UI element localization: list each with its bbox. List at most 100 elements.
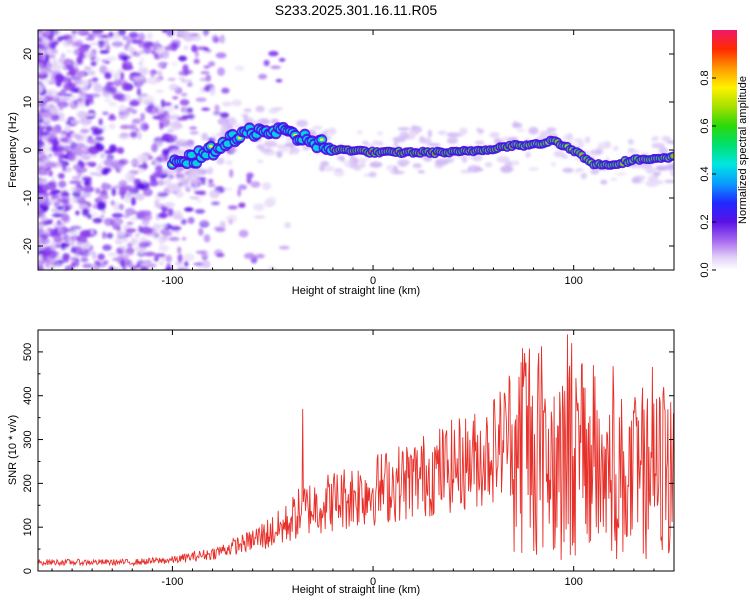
noise-speck [110,200,115,206]
noise-speck [135,182,146,190]
noise-speck [106,81,114,86]
spec-ytick-label: -20 [22,238,34,254]
noise-speck [81,208,90,217]
noise-speck [99,152,106,159]
noise-speck [51,213,64,218]
halo-speck [312,125,323,130]
noise-speck [80,257,89,263]
noise-speck [125,207,136,216]
noise-speck [38,180,48,185]
noise-speck [182,64,189,72]
ridge-core [671,154,674,158]
noise-speck [92,33,103,38]
noise-speck [71,176,81,180]
halo-speck [573,138,584,144]
noise-speck [104,60,111,64]
noise-speck [95,187,101,194]
halo-speck [604,140,610,148]
noise-speck [89,172,98,176]
noise-speck [40,158,47,167]
noise-speck [164,45,176,51]
noise-speck [187,33,199,37]
ridge-layer [166,121,674,170]
noise-speck [222,101,232,107]
halo-speck [562,134,568,141]
halo-speck [376,131,383,136]
noise-speck [60,242,66,250]
halo-speck [243,115,249,124]
noise-speck [42,251,49,257]
noise-speck [48,138,55,144]
snr-ytick-label: 500 [22,343,34,361]
noise-speck [47,264,53,270]
noise-speck [152,223,161,233]
noise-speck [207,183,216,187]
noise-speck [136,154,149,163]
spec-ytick-label: -10 [22,190,34,206]
cb-tick-label: 0.2 [699,214,711,229]
noise-speck [246,175,252,184]
halo-speck [500,166,514,173]
noise-speck [126,178,135,183]
noise-speck [91,30,104,35]
noise-speck [102,231,107,239]
noise-speck [40,201,51,206]
noise-speck [111,187,117,197]
noise-speck [54,193,61,200]
noise-speck [194,190,206,195]
snr-frame [37,329,675,572]
noise-speck [66,41,78,45]
noise-speck [38,85,44,94]
noise-speck [62,34,72,39]
noise-speck [93,127,104,135]
noise-speck [149,45,162,49]
halo-speck [423,137,432,145]
noise-speck [126,221,134,225]
noise-speck [200,179,206,185]
noise-speck [158,118,171,128]
halo-speck [475,127,482,132]
noise-speck [128,32,139,39]
noise-speck [153,160,160,166]
snr-plot [38,334,674,567]
noise-speck [136,263,141,269]
noise-speck [118,105,127,112]
halo-speck [653,171,661,176]
noise-speck [89,93,101,98]
noise-speck [137,32,146,42]
noise-speck [208,178,214,184]
halo-speck [216,157,225,165]
noise-speck [81,192,92,198]
noise-speck [125,107,135,112]
halo-speck [434,162,444,169]
noise-speck [138,95,144,102]
noise-speck [98,41,105,49]
halo-speck [670,170,674,177]
noise-speck [165,254,173,263]
noise-speck [96,165,104,172]
halo-speck [641,164,650,170]
cb-tick-label: 0.6 [699,118,711,133]
noise-speck [178,70,190,76]
noise-speck [278,245,290,250]
noise-speck [181,236,187,241]
halo-speck [340,156,345,163]
noise-speck [70,247,77,253]
noise-speck [238,202,246,208]
noise-speck [116,230,126,237]
noise-speck [263,59,270,67]
noise-speck [215,52,227,59]
noise-speck [50,114,60,122]
noise-speck [74,39,84,47]
halo-speck [562,167,574,173]
noise-speck [172,210,183,219]
noise-speck [138,41,148,48]
noise-speck [107,252,118,257]
noise-speck [89,42,101,46]
noise-speck [64,124,71,133]
halo-speck [364,143,376,148]
halo-speck [357,130,363,135]
noise-speck [133,51,138,55]
